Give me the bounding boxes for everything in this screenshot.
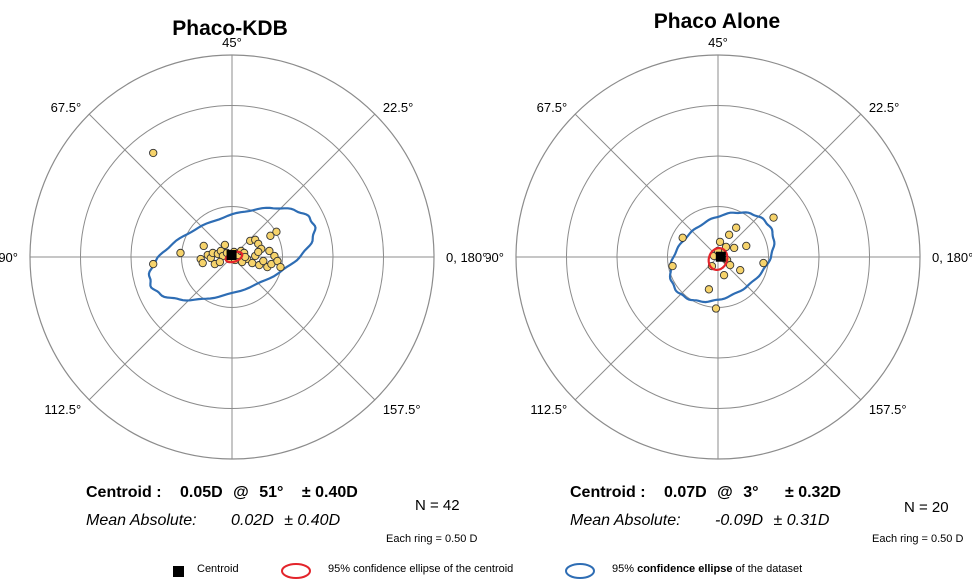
- angle-label-lower-left: 112.5°: [530, 402, 567, 417]
- mean-abs-sd: ± 0.40D: [284, 512, 341, 529]
- centroid-confidence-ellipse: [707, 247, 729, 271]
- centroid-at: @: [233, 484, 249, 501]
- angle-label-bottom: 135°: [219, 467, 246, 470]
- data-point: [220, 240, 230, 250]
- centroid-magnitude: 0.05D: [180, 484, 223, 501]
- data-point: [719, 271, 729, 280]
- mean-abs-sd: ± 0.31D: [773, 512, 830, 529]
- legend: Centroid 95% confidence ellipse of the c…: [0, 560, 972, 582]
- legend-centroid-ellipse-label: 95% confidence ellipse of the centroid: [328, 563, 514, 575]
- data-point: [276, 262, 285, 272]
- mean-abs-magnitude: -0.09D: [715, 512, 764, 529]
- ring-note: Each ring = 0.50 D: [872, 533, 964, 545]
- centroid-sd: ± 0.40D: [301, 484, 358, 501]
- angle-label-left: 90°: [486, 250, 504, 265]
- data-point: [254, 247, 263, 257]
- centroid-marker: [226, 250, 237, 261]
- angle-label-lower-left: 112.5°: [44, 402, 81, 417]
- centroid-axis: 3°: [743, 484, 759, 501]
- centroid-label: Centroid :: [86, 484, 162, 501]
- data-point: [265, 246, 274, 256]
- angle-label-lower-right: 157.5°: [383, 402, 421, 417]
- data-point: [668, 261, 677, 271]
- angle-label-top: 45°: [222, 35, 242, 50]
- data-point: [678, 233, 687, 242]
- mean-abs-magnitude: 0.02D: [231, 512, 274, 529]
- data-point: [724, 230, 734, 239]
- angle-label-right: 0, 180°: [446, 250, 486, 265]
- right-panel: Phaco Alone 45° 135° 90° 0, 180° 67.5° 22.5° 1…: [486, 0, 972, 555]
- data-point: [199, 241, 208, 251]
- data-point: [730, 243, 739, 253]
- data-point: [266, 231, 275, 240]
- centroid-axis: 51°: [259, 484, 284, 501]
- data-point: [769, 213, 778, 222]
- angle-label-upper-left: 67.5°: [537, 100, 568, 115]
- data-point: [704, 285, 714, 294]
- angle-label-top: 45°: [708, 35, 728, 50]
- mean-abs-label: Mean Absolute:: [570, 512, 681, 529]
- angle-label-left: 90°: [0, 250, 18, 265]
- data-point: [198, 258, 207, 268]
- red-ellipse-legend-icon: [281, 563, 311, 579]
- legend-dataset-ellipse-label: 95% confidence ellipse of the dataset: [612, 563, 802, 575]
- legend-centroid-label: Centroid: [197, 563, 239, 575]
- left-panel: Phaco-KDB 45° 135° 90° 0, 180° 67.5° 22.5° 112…: [0, 0, 486, 555]
- angle-label-right: 0, 180°: [932, 250, 972, 265]
- ring-note: Each ring = 0.50 D: [386, 533, 478, 545]
- centroid-magnitude: 0.07D: [664, 484, 707, 501]
- data-point: [176, 248, 185, 258]
- centroid-marker: [715, 251, 726, 262]
- angle-label-upper-right: 22.5°: [869, 100, 900, 115]
- data-point: [759, 258, 768, 268]
- mean-abs-label: Mean Absolute:: [86, 512, 197, 529]
- legend-dataset-bold: confidence ellipse: [637, 563, 733, 575]
- centroid-legend-swatch: [173, 566, 184, 577]
- data-point: [149, 259, 158, 269]
- legend-dataset-prefix: 95%: [612, 563, 638, 575]
- legend-dataset-suffix: of the dataset: [732, 563, 803, 575]
- n-count: N = 20: [904, 499, 949, 516]
- data-point: [742, 241, 751, 251]
- angle-label-lower-right: 157.5°: [869, 402, 907, 417]
- n-count: N = 42: [415, 497, 460, 514]
- data-point: [215, 257, 225, 267]
- data-point: [725, 260, 735, 270]
- angle-label-upper-right: 22.5°: [383, 100, 414, 115]
- chart-title: Phaco-KDB: [172, 17, 288, 40]
- centroid-sd: ± 0.32D: [784, 484, 841, 501]
- data-point: [248, 258, 257, 268]
- polar-plot-left: 45° 135° 90° 0, 180° 67.5° 22.5° 112.5° 157.5°: [0, 35, 486, 470]
- angle-label-bottom: 135°: [705, 467, 732, 470]
- dataset-confidence-ellipse: [668, 211, 776, 304]
- data-point: [272, 227, 281, 236]
- data-point: [715, 237, 725, 247]
- data-point: [732, 223, 741, 232]
- centroid-confidence-ellipse: [224, 250, 244, 264]
- centroid-label: Centroid :: [570, 484, 646, 501]
- angle-label-upper-left: 67.5°: [51, 100, 82, 115]
- data-point: [711, 304, 721, 313]
- data-point: [149, 148, 158, 158]
- chart-title: Phaco Alone: [653, 10, 781, 33]
- data-point: [259, 256, 268, 266]
- centroid-at: @: [717, 484, 733, 501]
- polar-plot-right: 45° 135° 90° 0, 180° 67.5° 22.5° 112.5° 157.5°: [486, 35, 972, 470]
- data-point: [736, 265, 745, 275]
- blue-ellipse-legend-icon: [565, 563, 595, 579]
